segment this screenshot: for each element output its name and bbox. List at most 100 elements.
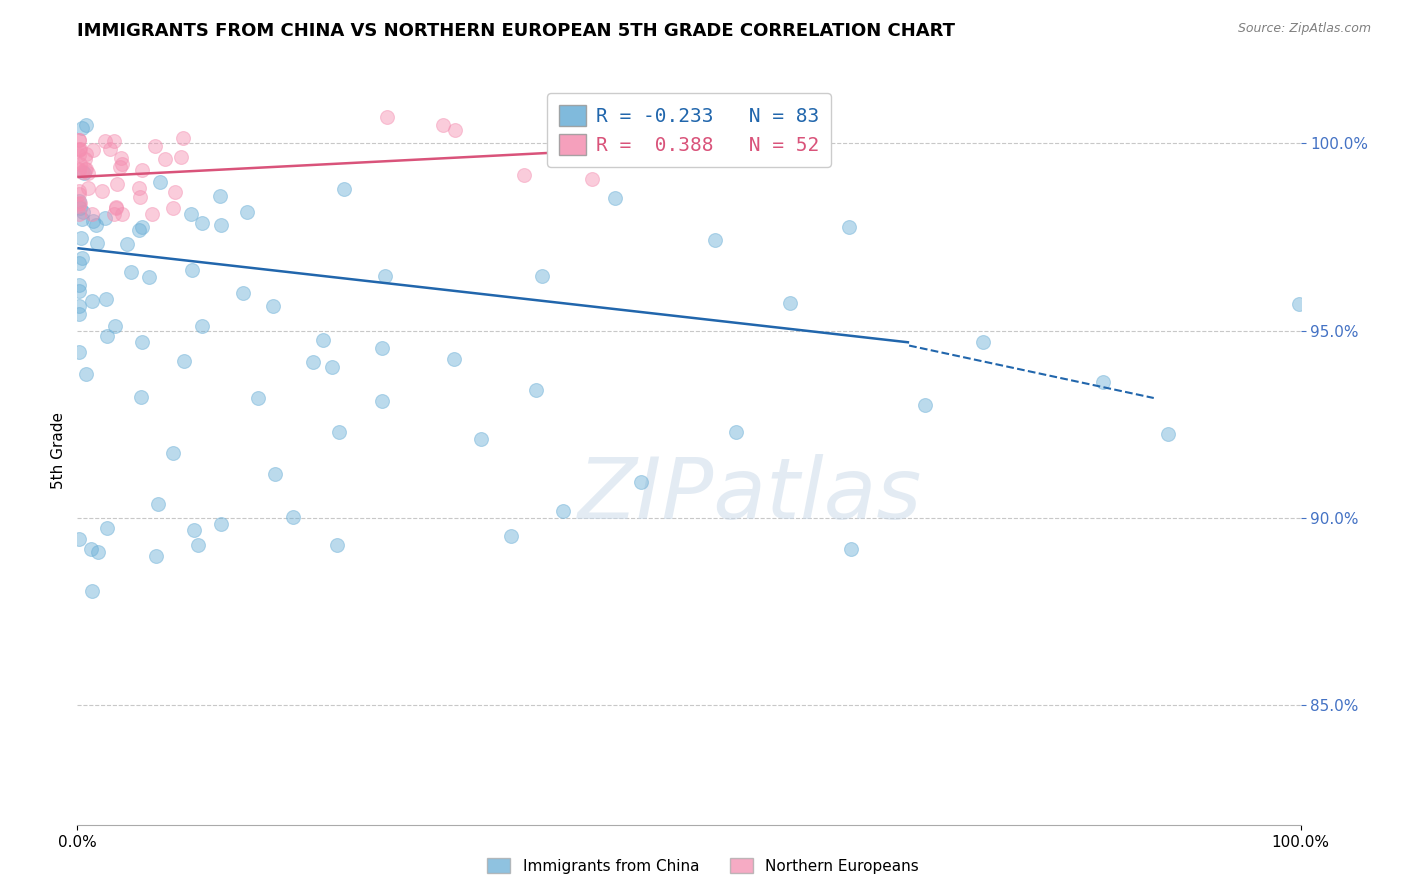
Point [513, 168, 536, 182]
Point [524, 383, 547, 397]
Point [70, 165, 93, 179]
Point [162, 446, 184, 460]
Point [145, 549, 167, 564]
Point [236, 204, 259, 219]
Point [67, 194, 90, 208]
Point [1288, 297, 1310, 311]
Legend: R = -0.233   N = 83, R =  0.388   N = 52: R = -0.233 N = 83, R = 0.388 N = 52 [547, 93, 831, 167]
Point [94, 292, 117, 306]
Point [190, 319, 212, 334]
Point [69, 157, 91, 171]
Point [82, 143, 104, 157]
Point [146, 497, 169, 511]
Point [131, 162, 153, 177]
Text: ZIPatlas: ZIPatlas [578, 454, 922, 537]
Point [67, 143, 90, 157]
Point [105, 177, 128, 191]
Point [67, 299, 90, 313]
Point [375, 110, 398, 124]
Point [181, 263, 204, 277]
Point [630, 475, 652, 489]
Point [73, 152, 96, 166]
Point [72, 211, 94, 226]
Point [80, 293, 103, 308]
Point [262, 299, 284, 313]
Point [93, 211, 115, 225]
Point [67, 345, 90, 359]
Point [67, 207, 90, 221]
Point [326, 538, 349, 552]
Point [128, 181, 150, 195]
Point [111, 157, 134, 171]
Point [614, 128, 637, 142]
Point [72, 205, 94, 219]
Point [321, 360, 343, 375]
Point [838, 219, 860, 234]
Point [72, 120, 94, 135]
Point [108, 160, 131, 174]
Point [263, 467, 285, 482]
Point [67, 256, 90, 270]
Point [69, 196, 91, 211]
Point [143, 139, 166, 153]
Point [187, 538, 209, 552]
Point [115, 236, 138, 251]
Point [501, 528, 523, 542]
Point [209, 517, 232, 532]
Point [69, 230, 91, 244]
Point [94, 134, 117, 148]
Point [1157, 427, 1180, 442]
Point [84, 218, 107, 232]
Point [333, 182, 356, 196]
Point [138, 270, 160, 285]
Point [104, 200, 127, 214]
Point [725, 425, 748, 439]
Point [72, 166, 94, 180]
Point [76, 166, 98, 180]
Point [75, 146, 97, 161]
Point [170, 150, 193, 164]
Point [149, 175, 172, 189]
Point [443, 351, 465, 366]
Point [67, 161, 90, 176]
Point [67, 133, 90, 147]
Point [131, 334, 153, 349]
Point [328, 425, 350, 439]
Point [96, 329, 118, 343]
Point [180, 207, 202, 221]
Point [839, 541, 862, 556]
Point [77, 180, 100, 194]
Point [162, 201, 184, 215]
Y-axis label: 5th Grade: 5th Grade [51, 412, 66, 489]
Point [581, 172, 603, 186]
Point [183, 523, 205, 537]
Point [73, 162, 96, 177]
Point [104, 201, 127, 215]
Point [312, 333, 335, 347]
Point [191, 216, 214, 230]
Point [96, 521, 118, 535]
Point [470, 433, 492, 447]
Point [246, 391, 269, 405]
Point [301, 355, 323, 369]
Point [371, 394, 394, 409]
Point [531, 269, 554, 284]
Point [1092, 375, 1115, 389]
Point [209, 189, 232, 203]
Point [98, 142, 121, 156]
Point [86, 236, 108, 251]
Point [128, 223, 150, 237]
Point [80, 542, 103, 557]
Point [603, 191, 626, 205]
Point [67, 278, 90, 293]
Point [232, 286, 254, 301]
Point [70, 251, 93, 265]
Point [173, 354, 195, 368]
Point [103, 134, 125, 148]
Point [110, 151, 132, 165]
Point [67, 197, 90, 211]
Point [141, 207, 163, 221]
Point [281, 509, 304, 524]
Point [209, 218, 232, 232]
Point [69, 202, 91, 216]
